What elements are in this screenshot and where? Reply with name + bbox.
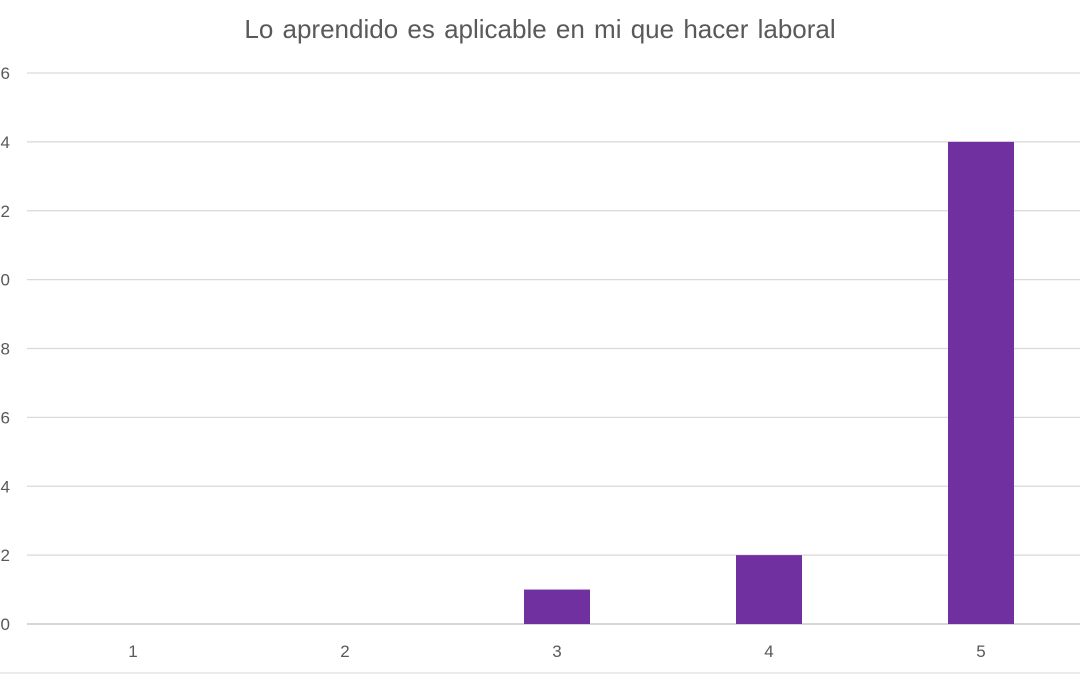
bar-4 <box>736 555 802 624</box>
bars <box>524 141 1014 624</box>
y-tick-label: 14 <box>0 133 10 152</box>
y-tick-label: 6 <box>1 408 10 427</box>
chart-title: Lo aprendido es aplicable en mi que hace… <box>244 14 836 44</box>
y-tick-label: 2 <box>1 546 10 565</box>
y-tick-label: 10 <box>0 271 10 290</box>
x-tick-label: 3 <box>552 642 561 661</box>
y-tick-label: 16 <box>0 64 10 83</box>
x-tick-label: 5 <box>976 642 985 661</box>
y-tick-label: 12 <box>0 202 10 221</box>
gridlines <box>0 72 1080 674</box>
x-axis-tick-labels: 1 2 3 4 5 <box>128 642 985 661</box>
bar-5 <box>948 141 1014 624</box>
x-tick-label: 4 <box>764 642 773 661</box>
y-tick-label: 4 <box>1 477 10 496</box>
x-tick-label: 1 <box>128 642 137 661</box>
x-tick-label: 2 <box>340 642 349 661</box>
y-tick-label: 8 <box>1 340 10 359</box>
y-tick-label: 0 <box>1 615 10 634</box>
bar-3 <box>524 589 590 624</box>
y-axis-tick-labels: 0 2 4 6 8 10 12 14 16 <box>0 64 10 634</box>
